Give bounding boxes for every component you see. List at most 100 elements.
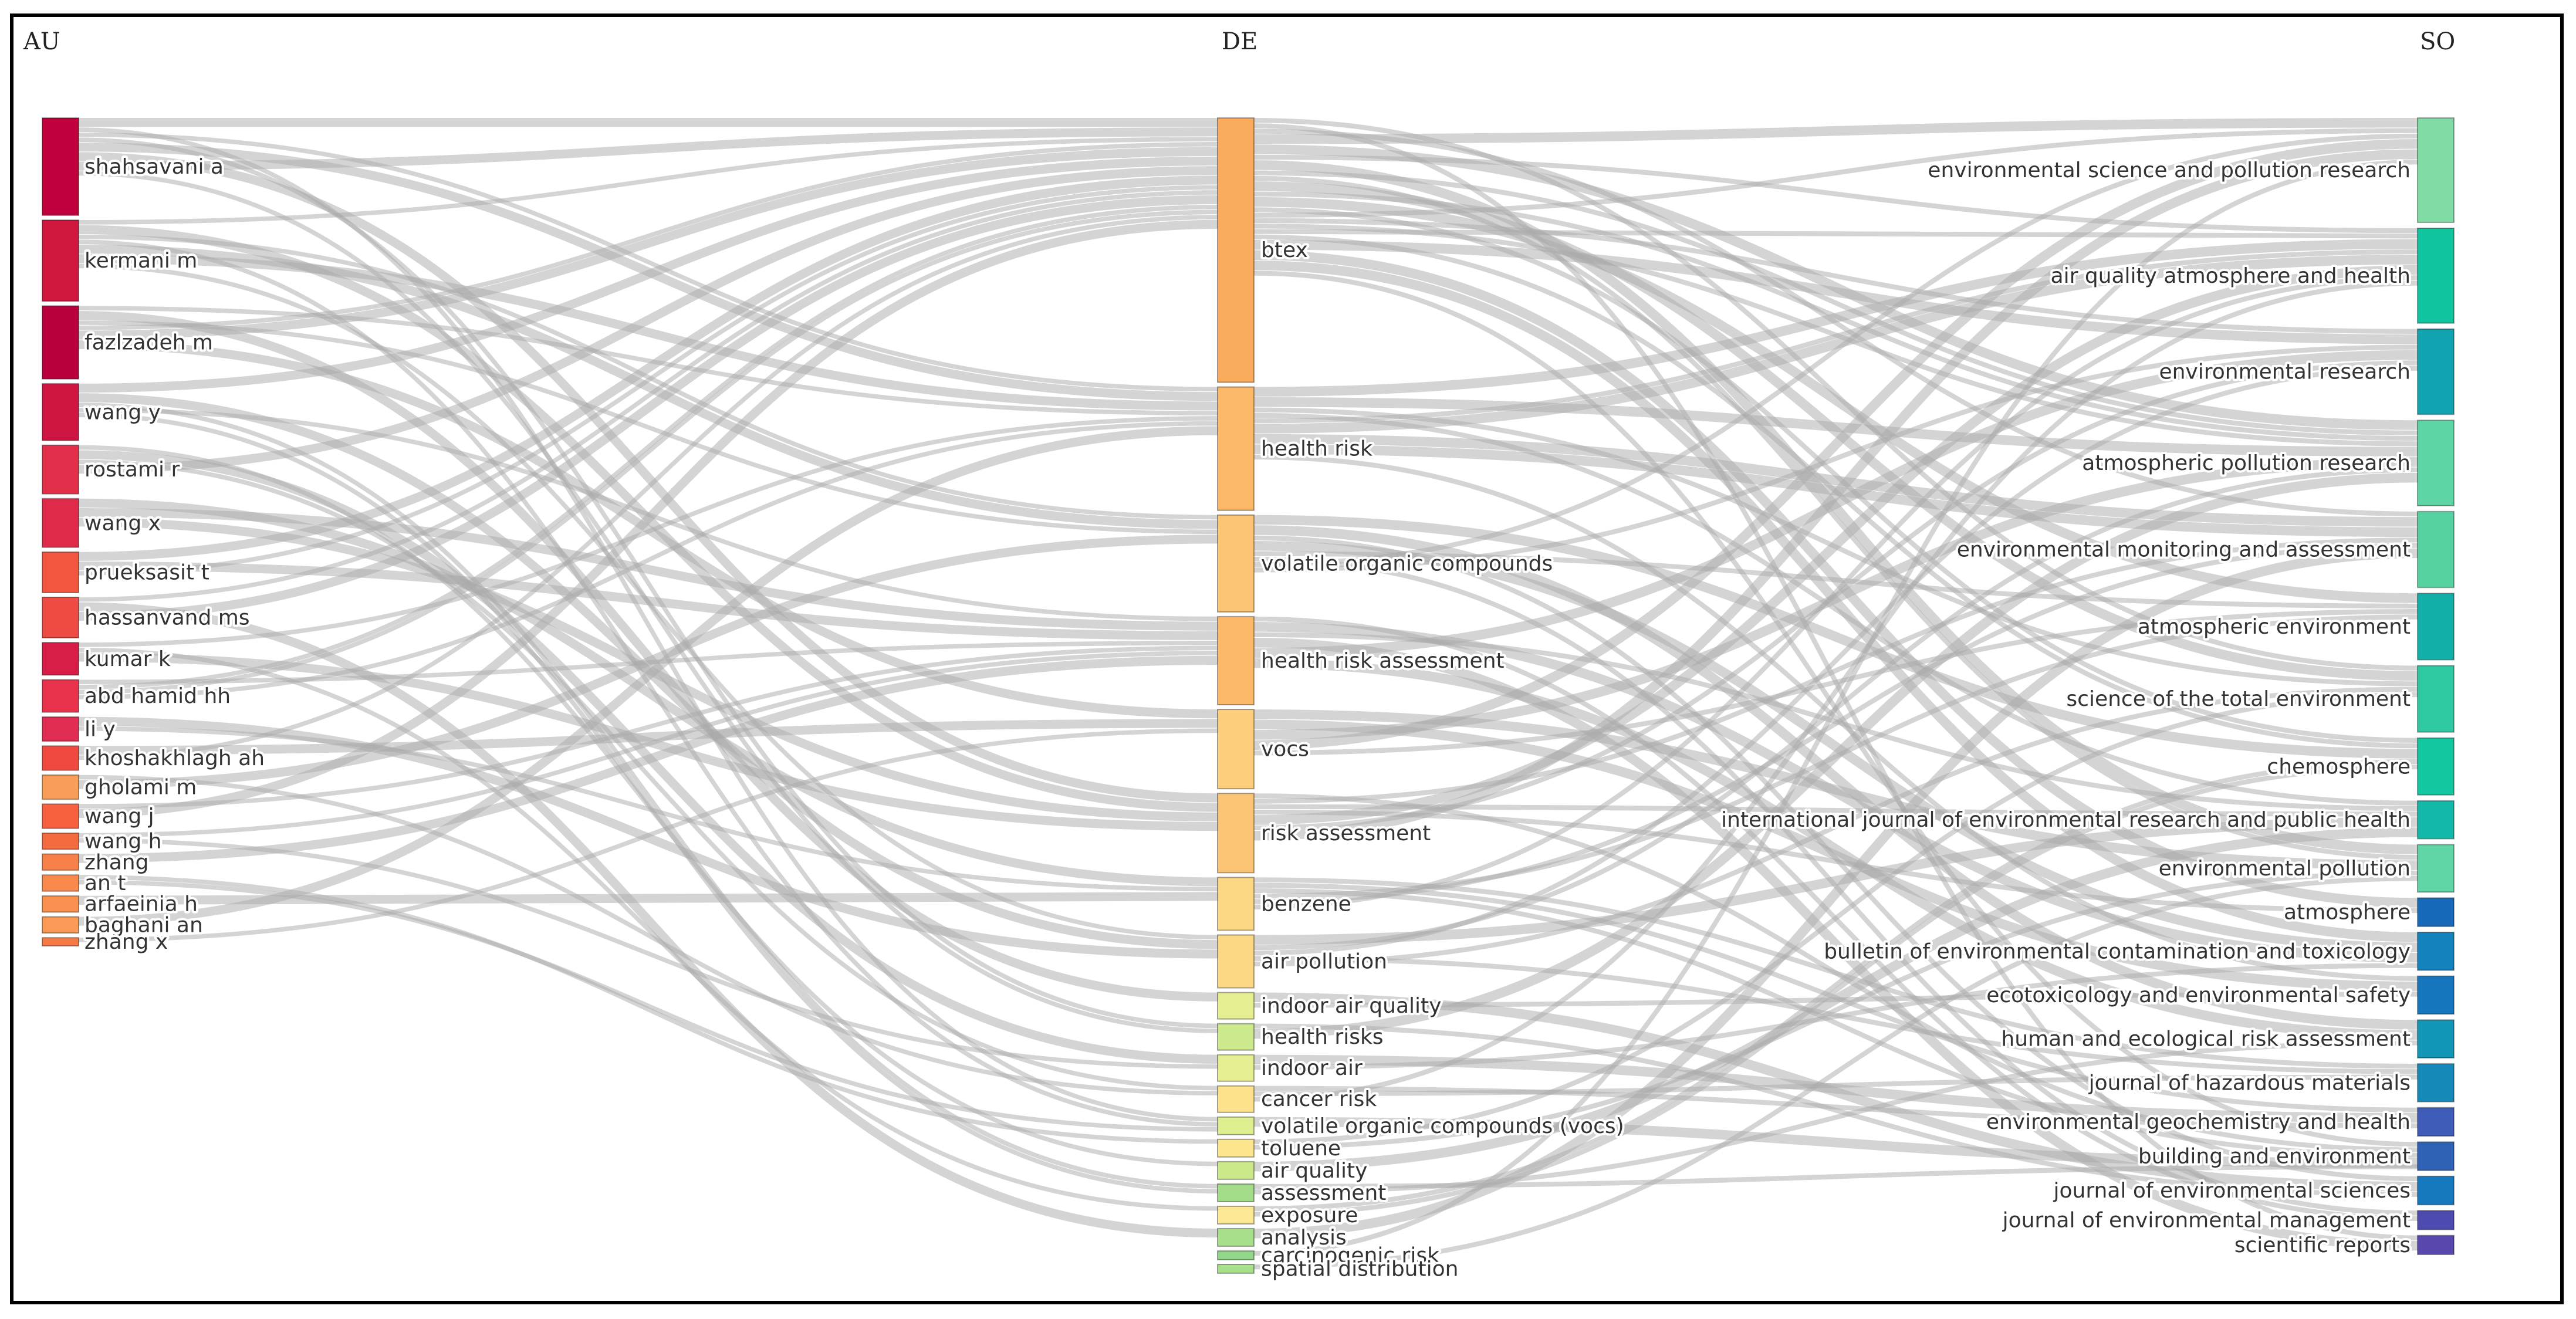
so-node-environmental-research[interactable] [2417,328,2455,415]
au-de-link[interactable] [78,719,1218,755]
so-node-journal-of-hazardous-materials[interactable] [2417,1063,2455,1102]
au-de-link[interactable] [78,508,1218,631]
au-de-link[interactable] [78,215,1218,760]
de-so-link[interactable] [1253,637,2418,1251]
de-so-link[interactable] [1253,454,2418,981]
au-de-link[interactable] [78,209,1218,695]
au-de-link[interactable] [78,518,1218,821]
au-node-prueksasit-t[interactable] [42,551,79,593]
de-so-link[interactable] [1253,160,2418,1256]
so-node-environmental-pollution[interactable] [2417,844,2455,893]
so-node-ecotoxicology-and-environmental-safety[interactable] [2417,975,2455,1015]
au-node-wang-x[interactable] [42,498,79,548]
au-de-link[interactable] [78,647,1218,1211]
au-de-link[interactable] [78,127,1218,171]
so-node-chemosphere[interactable] [2417,737,2455,796]
au-de-link[interactable] [78,498,1218,887]
de-so-link[interactable] [1253,827,2418,1172]
de-so-link[interactable] [1253,149,2418,841]
au-de-link[interactable] [78,185,1218,576]
de-node-vocs[interactable] [1217,709,1255,790]
de-so-link[interactable] [1253,128,2418,218]
de-node-spatial-distribution[interactable] [1217,1263,1255,1274]
au-de-link[interactable] [78,142,1218,330]
de-so-link[interactable] [1253,870,2418,1150]
so-node-journal-of-environmental-sciences[interactable] [2417,1175,2455,1206]
de-so-link[interactable] [1253,543,2418,904]
au-node-wang-j[interactable] [42,803,79,829]
de-so-link[interactable] [1253,686,2418,967]
au-de-link[interactable] [78,892,1218,905]
au-de-link[interactable] [78,651,1218,838]
so-node-environmental-geochemistry-and-health[interactable] [2417,1107,2455,1137]
de-so-link[interactable] [1253,515,2418,759]
so-node-human-and-ecological-risk-assessment[interactable] [2417,1019,2455,1059]
de-so-link[interactable] [1253,275,2418,909]
de-so-link[interactable] [1253,658,2418,1040]
au-de-link[interactable] [78,652,1218,831]
au-de-link[interactable] [78,421,1218,699]
de-so-link[interactable] [1253,541,2418,952]
de-node-air-quality[interactable] [1217,1161,1255,1180]
de-node-volatile-organic-compounds[interactable] [1217,514,1255,613]
so-node-atmospheric-pollution-research[interactable] [2417,420,2455,506]
au-node-baghani-an[interactable] [42,916,79,934]
so-node-environmental-monitoring-and-assessment[interactable] [2417,510,2455,589]
de-node-btex[interactable] [1217,117,1255,383]
so-node-atmospheric-environment[interactable] [2417,593,2455,661]
au-node-zhang[interactable] [42,853,79,871]
de-so-link[interactable] [1253,548,2418,1239]
au-de-link[interactable] [78,310,1218,1002]
de-so-link[interactable] [1253,397,2418,457]
au-node-arfaeinia-h[interactable] [42,895,79,913]
au-de-link[interactable] [78,234,1218,520]
au-de-link[interactable] [78,728,1218,942]
au-de-link[interactable] [78,204,1218,689]
so-node-international-journal-of-environmental-research-and-public-health[interactable] [2417,800,2455,840]
au-de-link[interactable] [78,655,1218,863]
au-de-link[interactable] [78,726,1218,892]
de-node-benzene[interactable] [1217,877,1255,931]
de-so-link[interactable] [1253,876,2418,1270]
au-node-fazlzadeh-m[interactable] [42,305,79,380]
au-de-link[interactable] [78,166,1218,474]
de-so-link[interactable] [1253,154,2418,234]
au-de-link[interactable] [78,254,1218,411]
de-so-link[interactable] [1253,170,2418,436]
de-node-toluene[interactable] [1217,1138,1255,1158]
de-so-link[interactable] [1253,1074,2418,1097]
au-de-link[interactable] [78,147,1218,340]
au-node-kermani-m[interactable] [42,219,79,302]
de-node-air-pollution[interactable] [1217,934,1255,989]
de-so-link[interactable] [1253,280,2418,1102]
so-node-atmosphere[interactable] [2417,897,2455,927]
au-de-link[interactable] [78,602,1218,1238]
au-de-link[interactable] [78,219,1218,819]
de-so-link[interactable] [1253,350,2418,658]
au-de-link[interactable] [78,838,1218,1069]
au-node-abd-hamid-hh[interactable] [42,679,79,713]
de-so-link[interactable] [1253,344,2418,573]
de-so-link[interactable] [1253,817,2418,945]
au-node-shahsavani-a[interactable] [42,117,79,217]
de-so-link[interactable] [1253,692,2418,1145]
de-so-link[interactable] [1253,888,2418,1158]
au-node-wang-y[interactable] [42,383,79,441]
de-node-carcinogenic-risk[interactable] [1217,1250,1255,1260]
au-de-link[interactable] [78,152,1218,803]
de-node-analysis[interactable] [1217,1227,1255,1247]
de-so-link[interactable] [1253,1117,2418,1168]
au-de-link[interactable] [78,156,1218,393]
de-so-link[interactable] [1253,609,2418,756]
au-de-link[interactable] [78,190,1218,602]
de-so-link[interactable] [1253,963,2418,1070]
de-node-assessment[interactable] [1217,1183,1255,1202]
de-so-link[interactable] [1253,239,2418,397]
au-de-link[interactable] [78,645,1218,809]
de-node-health-risks[interactable] [1217,1023,1255,1051]
so-node-science-of-the-total-environment[interactable] [2417,665,2455,733]
de-so-link[interactable] [1253,229,2418,239]
au-de-link[interactable] [78,320,1218,535]
de-so-link[interactable] [1253,1023,2418,1197]
au-de-link[interactable] [78,195,1218,621]
